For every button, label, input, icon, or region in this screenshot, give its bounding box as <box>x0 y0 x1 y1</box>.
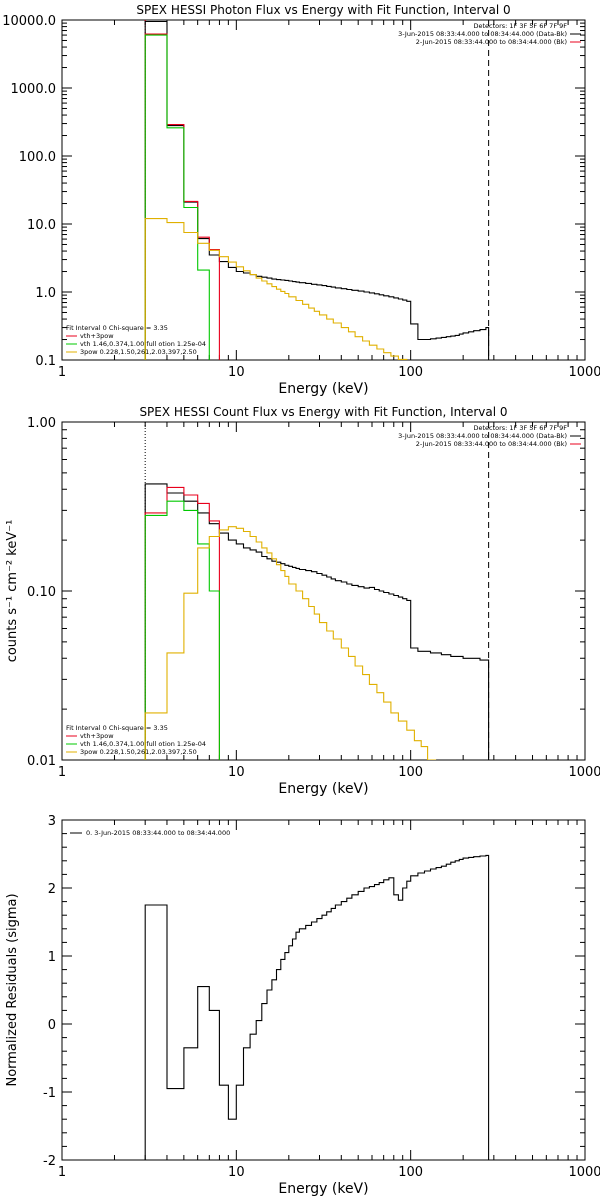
x-tick-label: 1000 <box>568 365 600 380</box>
legend-tr-text: Detectors: 1F 3F 5F 6F 7F 9F <box>473 424 567 432</box>
y-tick-label: -2 <box>43 1154 56 1169</box>
plot-frame <box>61 421 586 761</box>
series-0-line <box>144 483 490 760</box>
x-axis-label: Energy (keV) <box>278 381 368 397</box>
y-tick-label: 2 <box>48 882 56 897</box>
legend-tr-text: Detectors: 1F 3F 5F 6F 7F 9F <box>473 22 567 30</box>
series-3-line <box>144 526 437 760</box>
x-axis-label: Energy (keV) <box>278 1181 368 1197</box>
count-flux-panel: SPEX HESSI Count Flux vs Energy with Fit… <box>5 405 600 797</box>
y-tick-label: 1000.0 <box>11 82 57 97</box>
x-tick-label: 1 <box>58 1165 66 1180</box>
legend-tr-text: 2-Jun-2015 08:33:44.000 to 08:34:44.000 … <box>416 440 567 448</box>
y-axis-label: counts s⁻¹ cm⁻² keV⁻¹ <box>5 520 20 663</box>
x-tick-label: 100 <box>398 1165 423 1180</box>
legend-tl-text: 0. 3-Jun-2015 08:33:44.000 to 08:34:44.0… <box>86 829 230 837</box>
x-tick-label: 1000 <box>568 1165 600 1180</box>
y-tick-label: 3 <box>48 814 56 829</box>
series-1-line <box>144 33 220 360</box>
legend-bl-text: 3pow 0.228,1.50,261,2.03,397,2.50 <box>80 748 197 756</box>
y-tick-label: 0.10 <box>27 585 56 600</box>
x-tick-label: 10 <box>228 1165 245 1180</box>
series-0-line <box>144 854 490 1160</box>
plot-area <box>144 422 490 760</box>
photon-flux-panel: SPEX HESSI Photon Flux vs Energy with Fi… <box>2 3 600 397</box>
y-tick-label: -1 <box>43 1086 56 1101</box>
x-axis-label: Energy (keV) <box>278 781 368 797</box>
plot-frame <box>61 819 586 1161</box>
legend-bl-text: 3pow 0.228,1.50,261,2.03,397,2.50 <box>80 348 197 356</box>
y-tick-label: 10000.0 <box>2 14 56 29</box>
x-tick-label: 1000 <box>568 765 600 780</box>
legend-bl-text: Fit Interval 0 Chi-square = 3.35 <box>66 324 168 332</box>
x-tick-label: 1 <box>58 365 66 380</box>
series-1-line <box>144 486 220 760</box>
legend-bl-text: Fit Interval 0 Chi-square = 3.35 <box>66 724 168 732</box>
legend-tr-text: 3-Jun-2015 08:33:44.000 to 08:34:44.000 … <box>398 30 567 38</box>
residuals-panel: 1 10 100 1000 Energy (keV) -2 -1 0 1 2 3 Normalized… <box>5 814 600 1197</box>
y-tick-label: 1 <box>48 950 56 965</box>
y-tick-label: 100.0 <box>19 150 56 165</box>
legend-bl-text: vth 1.46,0.374,1.00 full otion 1.25e-04 <box>80 340 206 348</box>
plot-frame <box>61 19 586 361</box>
chart-title: SPEX HESSI Count Flux vs Energy with Fit… <box>139 405 507 419</box>
plot-area <box>144 20 490 360</box>
x-tick-label: 100 <box>398 365 423 380</box>
x-tick-label: 10 <box>228 365 245 380</box>
y-tick-label: 10.0 <box>27 218 56 233</box>
legend-bl-text: vth+3pow <box>80 732 114 740</box>
y-tick-label: 1.00 <box>27 416 56 431</box>
legend-bl-text: vth+3pow <box>80 332 114 340</box>
series-0-line <box>144 20 490 360</box>
legend-tr-text: 3-Jun-2015 08:33:44.000 to 08:34:44.000 … <box>398 432 567 440</box>
legend-bl-text: vth 1.46,0.374,1.00 full otion 1.25e-04 <box>80 740 206 748</box>
x-tick-label: 1 <box>58 765 66 780</box>
y-axis-label: Normalized Residuals (sigma) <box>5 893 20 1086</box>
y-tick-label: 1.0 <box>35 286 56 301</box>
series-3-line <box>144 218 412 360</box>
y-tick-label: 0 <box>48 1018 56 1033</box>
x-tick-label: 100 <box>398 765 423 780</box>
series-2-line <box>144 500 220 760</box>
legend-tr-text: 2-Jun-2015 08:33:44.000 to 08:34:44.000 … <box>416 38 567 46</box>
plot-area <box>144 854 490 1160</box>
series-2-line <box>144 34 210 360</box>
x-tick-label: 10 <box>228 765 245 780</box>
chart-title: SPEX HESSI Photon Flux vs Energy with Fi… <box>136 3 510 17</box>
y-tick-label: 0.01 <box>27 754 56 769</box>
y-tick-label: 0.1 <box>35 354 56 369</box>
